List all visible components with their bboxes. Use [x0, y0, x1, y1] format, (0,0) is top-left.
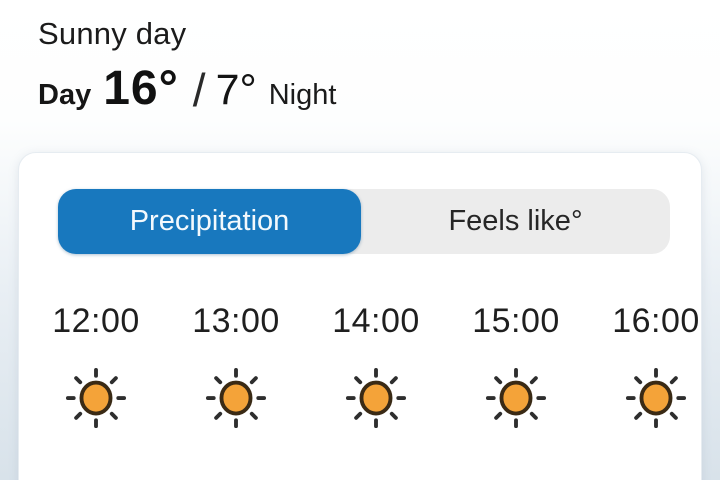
- tab-precipitation[interactable]: Precipitation: [58, 189, 361, 254]
- hour-column: 12:00: [26, 301, 166, 429]
- hour-time-label: 15:00: [472, 302, 560, 340]
- sun-icon: [625, 367, 687, 429]
- condition-summary: Sunny day: [38, 16, 187, 51]
- hour-column: 15:00: [446, 301, 586, 429]
- day-night-temps: Day 16° / 7° Night: [38, 61, 336, 116]
- hourly-forecast-row[interactable]: 12:00 13:00: [19, 301, 701, 429]
- sun-icon: [485, 367, 547, 429]
- hour-column: 16:00: [586, 301, 701, 429]
- sun-icon: [345, 367, 407, 429]
- forecast-card: Precipitation Feels like° 12:00 13:00: [18, 152, 702, 480]
- hour-column: 14:00: [306, 301, 446, 429]
- hour-time-label: 12:00: [52, 302, 140, 340]
- day-temperature: 16°: [103, 62, 179, 115]
- night-temperature: 7°: [215, 66, 257, 114]
- day-label: Day: [38, 79, 92, 111]
- forecast-tabbar: Precipitation Feels like°: [58, 189, 670, 254]
- hour-time-label: 14:00: [332, 302, 420, 340]
- hour-time-label: 13:00: [192, 302, 280, 340]
- hour-column: 13:00: [166, 301, 306, 429]
- tab-feels-like[interactable]: Feels like°: [361, 189, 670, 254]
- sun-icon: [205, 367, 267, 429]
- temp-separator: /: [192, 64, 206, 116]
- night-label: Night: [268, 79, 337, 111]
- sun-icon: [65, 367, 127, 429]
- weather-header: Sunny day Day 16° / 7° Night: [38, 16, 336, 116]
- hour-time-label: 16:00: [612, 302, 700, 340]
